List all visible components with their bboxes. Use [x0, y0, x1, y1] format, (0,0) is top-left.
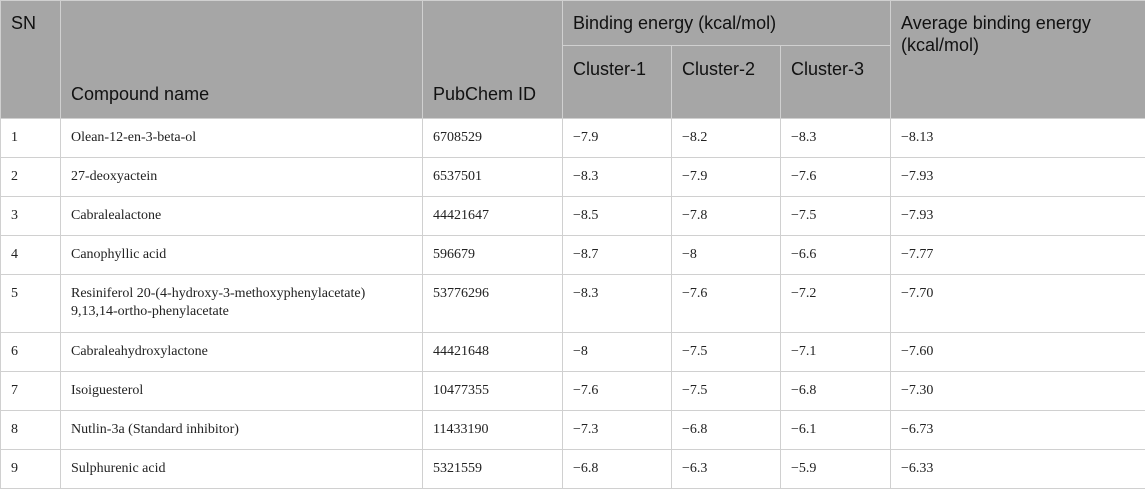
- cell-average: −8.13: [891, 119, 1145, 158]
- header-compound-name: Compound name: [61, 1, 423, 119]
- cell-cluster-2: −7.9: [672, 158, 781, 197]
- cell-cluster-3: −7.2: [781, 275, 891, 333]
- cell-average: −6.33: [891, 450, 1145, 489]
- cell-average: −7.93: [891, 158, 1145, 197]
- cell-sn: 3: [1, 197, 61, 236]
- cell-cluster-1: −8.5: [563, 197, 672, 236]
- cell-compound-name: Resiniferol 20-(4-hydroxy-3-methoxypheny…: [61, 275, 423, 333]
- cell-cluster-2: −6.3: [672, 450, 781, 489]
- header-binding-energy: Binding energy (kcal/mol): [563, 1, 891, 46]
- table-row: 1 Olean-12-en-3-beta-ol 6708529 −7.9 −8.…: [1, 119, 1145, 158]
- cell-average: −7.70: [891, 275, 1145, 333]
- cell-cluster-1: −7.6: [563, 372, 672, 411]
- cell-cluster-2: −7.5: [672, 333, 781, 372]
- header-sn: SN: [1, 1, 61, 119]
- header-cluster-2: Cluster-2: [672, 46, 781, 119]
- cell-pubchem-id: 11433190: [423, 411, 563, 450]
- cell-cluster-1: −8: [563, 333, 672, 372]
- cell-pubchem-id: 596679: [423, 236, 563, 275]
- cell-cluster-2: −7.5: [672, 372, 781, 411]
- table-row: 4 Canophyllic acid 596679 −8.7 −8 −6.6 −…: [1, 236, 1145, 275]
- table-row: 6 Cabraleahydroxylactone 44421648 −8 −7.…: [1, 333, 1145, 372]
- cell-sn: 4: [1, 236, 61, 275]
- cell-average: −7.77: [891, 236, 1145, 275]
- cell-pubchem-id: 6537501: [423, 158, 563, 197]
- cell-cluster-2: −7.8: [672, 197, 781, 236]
- cell-compound-name: 27-deoxyactein: [61, 158, 423, 197]
- cell-average: −7.30: [891, 372, 1145, 411]
- cell-pubchem-id: 53776296: [423, 275, 563, 333]
- cell-sn: 5: [1, 275, 61, 333]
- cell-cluster-3: −6.8: [781, 372, 891, 411]
- cell-average: −7.60: [891, 333, 1145, 372]
- cell-compound-name: Sulphurenic acid: [61, 450, 423, 489]
- cell-cluster-2: −6.8: [672, 411, 781, 450]
- cell-cluster-2: −7.6: [672, 275, 781, 333]
- cell-cluster-1: −7.3: [563, 411, 672, 450]
- cell-cluster-3: −7.5: [781, 197, 891, 236]
- cell-cluster-2: −8: [672, 236, 781, 275]
- cell-sn: 1: [1, 119, 61, 158]
- cell-cluster-3: −8.3: [781, 119, 891, 158]
- cell-cluster-1: −8.3: [563, 275, 672, 333]
- cell-average: −7.93: [891, 197, 1145, 236]
- cell-compound-name: Isoiguesterol: [61, 372, 423, 411]
- header-cluster-3: Cluster-3: [781, 46, 891, 119]
- table-row: 7 Isoiguesterol 10477355 −7.6 −7.5 −6.8 …: [1, 372, 1145, 411]
- cell-compound-name: Nutlin-3a (Standard inhibitor): [61, 411, 423, 450]
- table-row: 9 Sulphurenic acid 5321559 −6.8 −6.3 −5.…: [1, 450, 1145, 489]
- cell-sn: 7: [1, 372, 61, 411]
- table-row: 3 Cabralealactone 44421647 −8.5 −7.8 −7.…: [1, 197, 1145, 236]
- table-row: 5 Resiniferol 20-(4-hydroxy-3-methoxyphe…: [1, 275, 1145, 333]
- cell-cluster-1: −8.3: [563, 158, 672, 197]
- table-body: 1 Olean-12-en-3-beta-ol 6708529 −7.9 −8.…: [1, 119, 1145, 489]
- cell-compound-name: Olean-12-en-3-beta-ol: [61, 119, 423, 158]
- cell-pubchem-id: 5321559: [423, 450, 563, 489]
- cell-cluster-3: −5.9: [781, 450, 891, 489]
- cell-cluster-3: −6.6: [781, 236, 891, 275]
- cell-sn: 8: [1, 411, 61, 450]
- header-average-binding-energy: Average binding energy (kcal/mol): [891, 1, 1145, 119]
- cell-cluster-1: −8.7: [563, 236, 672, 275]
- table-row: 2 27-deoxyactein 6537501 −8.3 −7.9 −7.6 …: [1, 158, 1145, 197]
- header-cluster-1: Cluster-1: [563, 46, 672, 119]
- cell-sn: 6: [1, 333, 61, 372]
- table-row: 8 Nutlin-3a (Standard inhibitor) 1143319…: [1, 411, 1145, 450]
- cell-cluster-2: −8.2: [672, 119, 781, 158]
- header-pubchem-id: PubChem ID: [423, 1, 563, 119]
- cell-pubchem-id: 44421648: [423, 333, 563, 372]
- cell-cluster-3: −7.1: [781, 333, 891, 372]
- cell-compound-name: Canophyllic acid: [61, 236, 423, 275]
- cell-cluster-1: −6.8: [563, 450, 672, 489]
- cell-average: −6.73: [891, 411, 1145, 450]
- cell-cluster-3: −7.6: [781, 158, 891, 197]
- cell-sn: 9: [1, 450, 61, 489]
- cell-cluster-3: −6.1: [781, 411, 891, 450]
- cell-cluster-1: −7.9: [563, 119, 672, 158]
- cell-pubchem-id: 10477355: [423, 372, 563, 411]
- cell-compound-name: Cabralealactone: [61, 197, 423, 236]
- cell-compound-name: Cabraleahydroxylactone: [61, 333, 423, 372]
- cell-sn: 2: [1, 158, 61, 197]
- cell-pubchem-id: 44421647: [423, 197, 563, 236]
- cell-pubchem-id: 6708529: [423, 119, 563, 158]
- table-header: SN Compound name PubChem ID Binding ener…: [1, 1, 1145, 119]
